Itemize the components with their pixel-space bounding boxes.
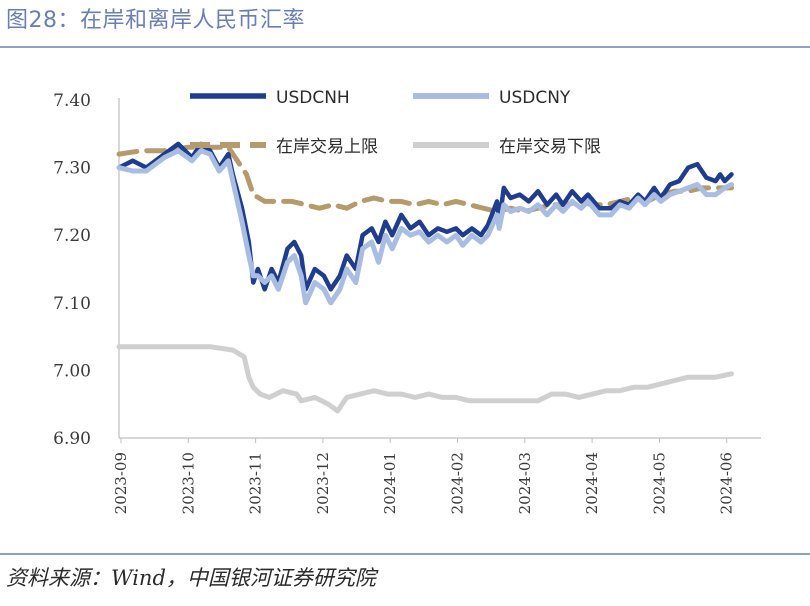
y-tick-label: 6.90 <box>53 429 91 449</box>
chart-legend: USDCNH USDCNY 在岸交易上限 在岸交易下限 <box>190 88 601 157</box>
series-line-cny <box>116 148 734 306</box>
source-note: 资料来源：Wind，中国银河证券研究院 <box>6 566 376 590</box>
x-tick-label: 2024-01 <box>381 452 399 514</box>
x-tick-label: 2024-04 <box>583 452 601 514</box>
x-tick-label: 2023-10 <box>179 452 197 514</box>
x-tick-label: 2024-06 <box>718 452 736 514</box>
y-tick-label: 7.40 <box>53 91 91 111</box>
y-tick-label: 7.10 <box>53 294 91 314</box>
y-tick-label: 7.30 <box>53 159 91 179</box>
legend-label-cny: USDCNY <box>499 88 571 108</box>
line-chart: 7.40 7.30 7.20 7.10 7.00 6.90 2023-09 2023-10 20… <box>53 88 761 514</box>
x-tick-label: 2024-05 <box>650 452 668 514</box>
x-tick-label: 2023-09 <box>112 452 130 514</box>
page-title: 图28：在岸和离岸人民币汇率 <box>6 8 305 33</box>
x-tick-label: 2023-12 <box>314 452 332 514</box>
legend-label-upper: 在岸交易上限 <box>276 137 378 157</box>
chart-series <box>116 141 734 414</box>
x-tick-label: 2023-11 <box>247 452 265 514</box>
title-divider <box>0 46 810 48</box>
x-tick-label: 2024-03 <box>516 452 534 514</box>
legend-label-cnh: USDCNH <box>276 88 350 108</box>
y-tick-label: 7.00 <box>53 361 91 381</box>
series-line-upper <box>116 144 734 214</box>
footer-divider <box>0 553 810 555</box>
legend-label-lower: 在岸交易下限 <box>499 137 601 157</box>
x-tick-label: 2024-02 <box>449 452 467 514</box>
series-line-lower <box>116 344 734 414</box>
series-line-cnh <box>116 141 734 292</box>
chart-axes: 7.40 7.30 7.20 7.10 7.00 6.90 2023-09 2023-10 20… <box>53 91 761 514</box>
y-tick-label: 7.20 <box>53 226 91 246</box>
